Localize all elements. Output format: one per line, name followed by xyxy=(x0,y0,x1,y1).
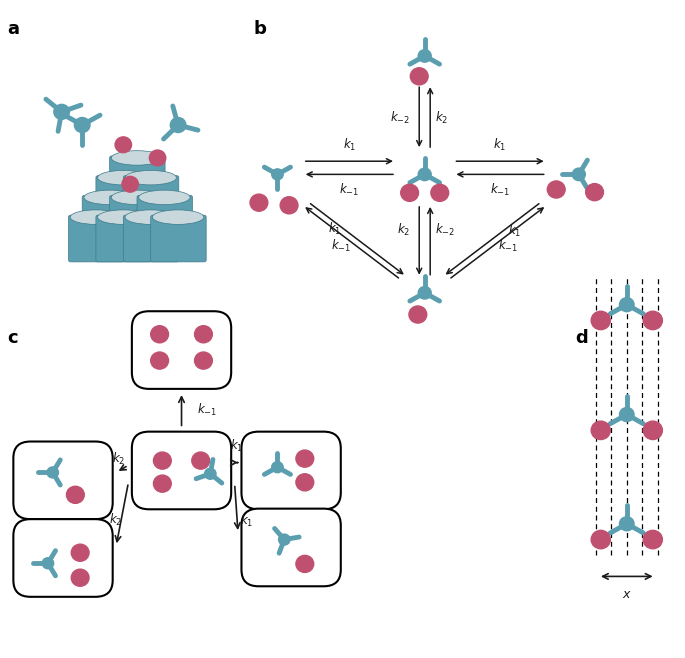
Text: d: d xyxy=(575,329,588,347)
Circle shape xyxy=(418,50,432,62)
Circle shape xyxy=(418,287,432,299)
Ellipse shape xyxy=(71,210,122,224)
Circle shape xyxy=(122,176,138,192)
Circle shape xyxy=(410,68,428,85)
FancyBboxPatch shape xyxy=(241,432,340,509)
Circle shape xyxy=(66,486,84,503)
FancyBboxPatch shape xyxy=(14,442,112,519)
FancyBboxPatch shape xyxy=(96,176,151,222)
FancyBboxPatch shape xyxy=(132,311,232,389)
Circle shape xyxy=(431,184,449,201)
Circle shape xyxy=(151,352,169,369)
Ellipse shape xyxy=(152,210,204,224)
Circle shape xyxy=(115,137,132,153)
Circle shape xyxy=(296,474,314,491)
FancyBboxPatch shape xyxy=(151,215,206,262)
Circle shape xyxy=(572,168,585,180)
Circle shape xyxy=(643,530,662,549)
FancyBboxPatch shape xyxy=(82,195,138,242)
Ellipse shape xyxy=(138,190,190,205)
Circle shape xyxy=(619,407,634,422)
Circle shape xyxy=(643,311,662,330)
Text: $k_1$: $k_1$ xyxy=(493,137,507,153)
Ellipse shape xyxy=(84,190,136,205)
Circle shape xyxy=(151,326,169,343)
Text: $k_{-1}$: $k_{-1}$ xyxy=(490,182,510,197)
Circle shape xyxy=(619,517,634,531)
Circle shape xyxy=(153,452,171,469)
Circle shape xyxy=(586,184,603,201)
Circle shape xyxy=(296,555,314,572)
FancyBboxPatch shape xyxy=(14,519,112,597)
Text: b: b xyxy=(253,20,266,38)
Circle shape xyxy=(296,450,314,467)
FancyBboxPatch shape xyxy=(68,215,124,262)
Circle shape xyxy=(195,352,212,369)
Text: $k_1$: $k_1$ xyxy=(508,222,521,239)
Circle shape xyxy=(192,452,210,469)
FancyBboxPatch shape xyxy=(132,432,232,509)
FancyBboxPatch shape xyxy=(241,509,340,586)
Circle shape xyxy=(279,534,290,545)
FancyBboxPatch shape xyxy=(123,215,179,262)
Circle shape xyxy=(71,569,89,586)
Circle shape xyxy=(54,105,69,119)
FancyBboxPatch shape xyxy=(96,215,151,262)
Text: $k_1$: $k_1$ xyxy=(328,221,341,238)
Ellipse shape xyxy=(98,170,149,185)
Circle shape xyxy=(591,421,610,440)
Text: $x$: $x$ xyxy=(622,588,632,601)
Circle shape xyxy=(280,197,298,214)
Text: $k_2$: $k_2$ xyxy=(112,451,125,467)
Text: $k_2$: $k_2$ xyxy=(109,511,122,528)
Text: $k_{-2}$: $k_{-2}$ xyxy=(435,222,455,238)
FancyBboxPatch shape xyxy=(137,195,192,242)
Text: $k_{-1}$: $k_{-1}$ xyxy=(339,182,360,197)
Circle shape xyxy=(42,558,53,569)
Text: $k_1$: $k_1$ xyxy=(229,438,243,453)
Circle shape xyxy=(272,462,283,472)
Circle shape xyxy=(409,306,427,323)
Ellipse shape xyxy=(111,151,163,165)
FancyBboxPatch shape xyxy=(110,195,165,242)
Text: a: a xyxy=(7,20,19,38)
Ellipse shape xyxy=(111,190,163,205)
Circle shape xyxy=(250,194,268,211)
FancyBboxPatch shape xyxy=(110,156,165,203)
Text: c: c xyxy=(7,329,18,347)
Circle shape xyxy=(591,311,610,330)
Circle shape xyxy=(153,475,171,492)
Text: $k_1$: $k_1$ xyxy=(342,137,356,153)
Circle shape xyxy=(418,168,432,180)
Ellipse shape xyxy=(125,170,176,185)
Circle shape xyxy=(272,169,283,180)
Text: $k_2$: $k_2$ xyxy=(397,222,410,238)
Circle shape xyxy=(401,184,419,201)
Circle shape xyxy=(75,118,90,132)
Text: $k_{-1}$: $k_{-1}$ xyxy=(498,238,518,254)
Circle shape xyxy=(547,181,565,198)
Ellipse shape xyxy=(125,210,176,224)
Circle shape xyxy=(171,118,186,132)
Text: $k_{-2}$: $k_{-2}$ xyxy=(390,111,410,126)
Circle shape xyxy=(619,297,634,312)
Text: $k_2$: $k_2$ xyxy=(435,111,448,126)
Text: $k_{-1}$: $k_{-1}$ xyxy=(332,238,351,254)
Circle shape xyxy=(149,150,166,166)
Circle shape xyxy=(205,468,216,479)
Text: $k_{-1}$: $k_{-1}$ xyxy=(197,402,216,418)
Ellipse shape xyxy=(98,210,149,224)
Circle shape xyxy=(643,421,662,440)
Circle shape xyxy=(71,544,89,561)
Circle shape xyxy=(591,530,610,549)
Circle shape xyxy=(47,467,58,478)
Text: $k_1$: $k_1$ xyxy=(240,513,253,529)
Circle shape xyxy=(195,326,212,343)
FancyBboxPatch shape xyxy=(123,176,179,222)
